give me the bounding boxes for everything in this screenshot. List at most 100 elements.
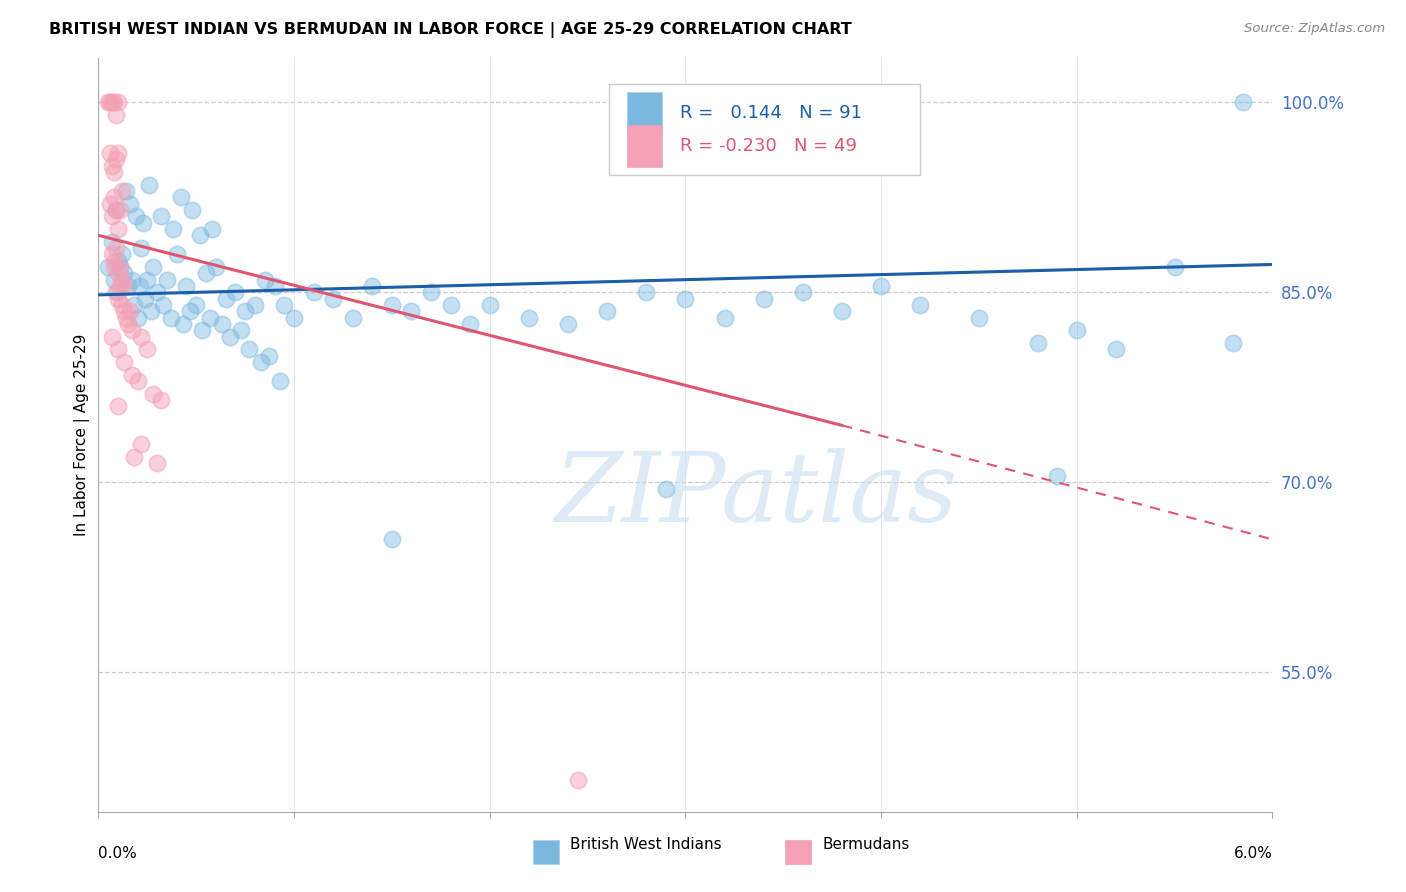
Point [655, 482, 678, 496]
Point [179, 304, 201, 318]
Text: R =   0.144   N = 91: R = 0.144 N = 91 [681, 104, 862, 122]
Point [111, 273, 134, 287]
Point [107, 343, 129, 357]
Text: Bermudans: Bermudans [823, 838, 910, 853]
Point [105, 202, 128, 217]
Point [517, 310, 540, 325]
Text: 0.0%: 0.0% [98, 846, 138, 861]
Point [112, 355, 135, 369]
Point [103, 253, 125, 268]
Point [101, 159, 124, 173]
Point [478, 298, 501, 312]
Point [191, 323, 214, 337]
Point [176, 279, 198, 293]
Point [458, 317, 481, 331]
Point [150, 210, 173, 224]
Point [273, 298, 295, 312]
Point [1066, 323, 1088, 337]
Point [257, 349, 280, 363]
Point [117, 279, 139, 293]
Point [269, 374, 291, 388]
Point [114, 310, 136, 325]
Point [211, 317, 233, 331]
Point [105, 241, 128, 255]
Point [121, 273, 143, 287]
Point [132, 216, 155, 230]
Point [243, 298, 266, 312]
Point [131, 241, 153, 255]
Point [1026, 336, 1049, 351]
Point [224, 285, 246, 300]
Point [107, 222, 129, 236]
Point [105, 285, 128, 300]
Point [142, 386, 165, 401]
Point [107, 400, 129, 414]
Point [128, 279, 150, 293]
Point [214, 292, 236, 306]
Text: R = -0.230   N = 49: R = -0.230 N = 49 [681, 137, 856, 155]
Point [283, 310, 305, 325]
Point [361, 279, 384, 293]
Point [138, 178, 160, 192]
Point [111, 298, 134, 312]
Point [101, 95, 124, 110]
Point [108, 260, 131, 274]
Point [253, 273, 276, 287]
Point [131, 437, 153, 451]
Point [150, 392, 173, 407]
Point [596, 304, 619, 318]
Text: BRITISH WEST INDIAN VS BERMUDAN IN LABOR FORCE | AGE 25-29 CORRELATION CHART: BRITISH WEST INDIAN VS BERMUDAN IN LABOR… [49, 22, 852, 38]
Point [169, 190, 191, 204]
Point [105, 202, 128, 217]
Point [231, 323, 253, 337]
Point [108, 202, 131, 217]
Point [103, 260, 125, 274]
Point [381, 298, 404, 312]
Point [101, 329, 124, 343]
Point [198, 310, 221, 325]
Point [101, 247, 124, 261]
Point [103, 95, 125, 110]
Point [107, 253, 129, 268]
Point [124, 210, 146, 224]
Point [97, 95, 120, 110]
Text: 6.0%: 6.0% [1233, 846, 1272, 861]
Point [134, 292, 156, 306]
Point [131, 329, 153, 343]
Point [146, 285, 169, 300]
Point [107, 146, 129, 161]
Point [105, 108, 128, 122]
Point [792, 285, 814, 300]
Point [111, 184, 134, 198]
Point [101, 210, 124, 224]
Point [142, 260, 165, 274]
Bar [533, 840, 558, 864]
Point [263, 279, 285, 293]
Point [118, 304, 141, 318]
Point [713, 310, 735, 325]
Point [98, 95, 121, 110]
Point [112, 279, 135, 293]
Point [1163, 260, 1185, 274]
Point [111, 247, 134, 261]
Point [233, 304, 256, 318]
Point [107, 292, 129, 306]
Point [97, 260, 120, 274]
Point [101, 235, 124, 249]
Point [156, 273, 179, 287]
Point [98, 146, 121, 161]
Point [1222, 336, 1244, 351]
Point [342, 310, 364, 325]
Point [121, 368, 143, 382]
Point [1105, 343, 1128, 357]
Point [636, 285, 658, 300]
Point [103, 273, 125, 287]
Point [1046, 469, 1069, 483]
Point [188, 228, 211, 243]
Point [146, 456, 169, 470]
Point [108, 260, 131, 274]
Bar [785, 840, 811, 864]
Point [752, 292, 775, 306]
Point [112, 304, 135, 318]
Point [127, 310, 149, 325]
